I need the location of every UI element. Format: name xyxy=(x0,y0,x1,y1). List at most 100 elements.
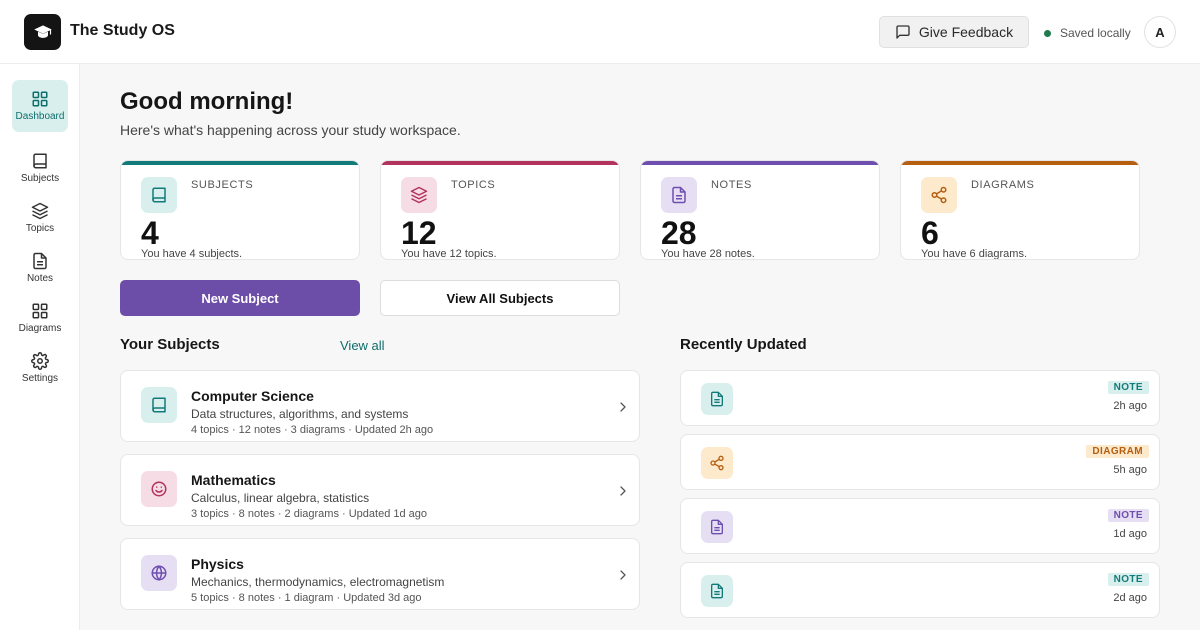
recent-item[interactable]: NOTE 2h ago xyxy=(680,370,1160,426)
subject-card-physics[interactable]: Physics Mechanics, thermodynamics, elect… xyxy=(120,538,640,610)
stat-value: 12 xyxy=(401,215,437,251)
layers-icon xyxy=(31,202,49,220)
top-header: The Study OS Give Feedback Saved locally… xyxy=(0,0,1200,64)
type-badge: NOTE xyxy=(1107,509,1149,522)
recent-icon-container xyxy=(701,447,733,479)
status-dot xyxy=(1044,29,1051,37)
your-subjects-heading: Your Subjects xyxy=(120,336,220,353)
file-text-icon xyxy=(711,519,723,535)
sidebar-item-label: Notes xyxy=(26,273,54,284)
sidebar-item-label: Subjects xyxy=(20,173,60,184)
file-text-icon xyxy=(711,391,723,407)
avatar[interactable]: A xyxy=(1144,16,1176,48)
view-all-subjects-button[interactable]: View All Subjects xyxy=(380,280,620,316)
stat-description: You have 4 subjects. xyxy=(141,248,243,260)
stat-accent-bar xyxy=(901,161,1139,165)
recent-item[interactable]: NOTE 1d ago xyxy=(680,498,1160,554)
stat-icon-container xyxy=(921,177,957,213)
stat-icon-container xyxy=(141,177,177,213)
subject-card-mathematics[interactable]: Mathematics Calculus, linear algebra, st… xyxy=(120,454,640,526)
updated-time: 1d ago xyxy=(1113,528,1147,540)
recent-item[interactable]: NOTE 2d ago xyxy=(680,562,1160,618)
subject-description: Data structures, algorithms, and systems xyxy=(191,407,409,421)
subject-name: Computer Science xyxy=(191,388,314,404)
stat-label: NOTES xyxy=(711,179,752,191)
type-badge: NOTE xyxy=(1107,573,1149,586)
file-text-icon xyxy=(33,252,47,270)
share-icon xyxy=(710,455,724,471)
updated-time: 2h ago xyxy=(1113,400,1147,412)
new-subject-button[interactable]: New Subject xyxy=(120,280,360,316)
book-icon xyxy=(152,187,166,203)
file-text-icon xyxy=(711,583,723,599)
recent-icon-container xyxy=(701,575,733,607)
stat-description: You have 12 topics. xyxy=(401,248,497,260)
stat-value: 28 xyxy=(661,215,697,251)
saved-status-label: Saved locally xyxy=(1060,26,1131,40)
subject-icon-container xyxy=(141,387,177,423)
view-all-link[interactable]: View all xyxy=(340,338,385,353)
subject-meta: 5 topics · 8 notes · 1 diagram · Updated… xyxy=(191,592,422,604)
sidebar-item-label: Settings xyxy=(21,373,59,384)
stat-card-diagrams[interactable]: DIAGRAMS 6 You have 6 diagrams. xyxy=(900,160,1140,260)
share-icon xyxy=(931,186,947,204)
stat-value: 4 xyxy=(141,215,159,251)
gear-icon xyxy=(31,352,49,370)
stat-card-notes[interactable]: NOTES 28 You have 28 notes. xyxy=(640,160,880,260)
updated-time: 5h ago xyxy=(1113,464,1147,476)
sidebar-item-label: Diagrams xyxy=(18,323,62,334)
sidebar-item-label: Dashboard xyxy=(15,111,65,122)
saved-status: Saved locally xyxy=(1044,26,1131,40)
updated-time: 2d ago xyxy=(1113,592,1147,604)
recently-updated-heading: Recently Updated xyxy=(680,336,807,353)
subject-description: Mechanics, thermodynamics, electromagnet… xyxy=(191,575,445,589)
stat-label: SUBJECTS xyxy=(191,179,254,191)
message-square-icon xyxy=(896,25,910,39)
book-icon xyxy=(152,397,166,413)
stat-value: 6 xyxy=(921,215,939,251)
sidebar-item-notes[interactable]: Notes xyxy=(12,242,68,294)
sidebar-item-subjects[interactable]: Subjects xyxy=(12,142,68,194)
subject-icon-container xyxy=(141,471,177,507)
subject-description: Calculus, linear algebra, statistics xyxy=(191,491,370,505)
sidebar-item-diagrams[interactable]: Diagrams xyxy=(12,292,68,344)
globe-icon xyxy=(151,565,167,581)
stat-label: DIAGRAMS xyxy=(971,179,1035,191)
sidebar-item-settings[interactable]: Settings xyxy=(12,342,68,394)
subject-card-computer-science[interactable]: Computer Science Data structures, algori… xyxy=(120,370,640,442)
stat-icon-container xyxy=(661,177,697,213)
stat-card-topics[interactable]: TOPICS 12 You have 12 topics. xyxy=(380,160,620,260)
grid-icon xyxy=(32,303,48,319)
recent-item[interactable]: DIAGRAM 5h ago xyxy=(680,434,1160,490)
logo[interactable] xyxy=(24,14,61,50)
chevron-right-icon xyxy=(620,570,626,580)
sidebar-item-label: Topics xyxy=(25,223,55,234)
subject-name: Mathematics xyxy=(191,472,276,488)
sidebar-item-dashboard[interactable]: Dashboard xyxy=(12,80,68,132)
graduation-cap-icon xyxy=(33,25,52,38)
recent-icon-container xyxy=(701,383,733,415)
stat-accent-bar xyxy=(641,161,879,165)
stat-label: TOPICS xyxy=(451,179,496,191)
smile-icon xyxy=(151,481,167,497)
page-title: Good morning! xyxy=(120,88,294,115)
recent-icon-container xyxy=(701,511,733,543)
sidebar: Dashboard Subjects Topics Notes Diagrams… xyxy=(0,64,80,630)
chevron-right-icon xyxy=(620,402,626,412)
app-title: The Study OS xyxy=(70,22,175,39)
subject-meta: 3 topics · 8 notes · 2 diagrams · Update… xyxy=(191,508,428,520)
type-badge: NOTE xyxy=(1107,381,1149,394)
layers-icon xyxy=(410,186,428,204)
stat-accent-bar xyxy=(121,161,359,165)
sidebar-item-topics[interactable]: Topics xyxy=(12,192,68,244)
stat-card-subjects[interactable]: SUBJECTS 4 You have 4 subjects. xyxy=(120,160,360,260)
give-feedback-button[interactable]: Give Feedback xyxy=(879,16,1029,48)
chevron-right-icon xyxy=(620,486,626,496)
stat-description: You have 6 diagrams. xyxy=(921,248,1027,260)
file-text-icon xyxy=(672,186,686,204)
subject-meta: 4 topics · 12 notes · 3 diagrams · Updat… xyxy=(191,424,434,436)
type-badge: DIAGRAM xyxy=(1086,445,1149,458)
subject-icon-container xyxy=(141,555,177,591)
give-feedback-label: Give Feedback xyxy=(918,24,1014,40)
subject-name: Physics xyxy=(191,556,244,572)
